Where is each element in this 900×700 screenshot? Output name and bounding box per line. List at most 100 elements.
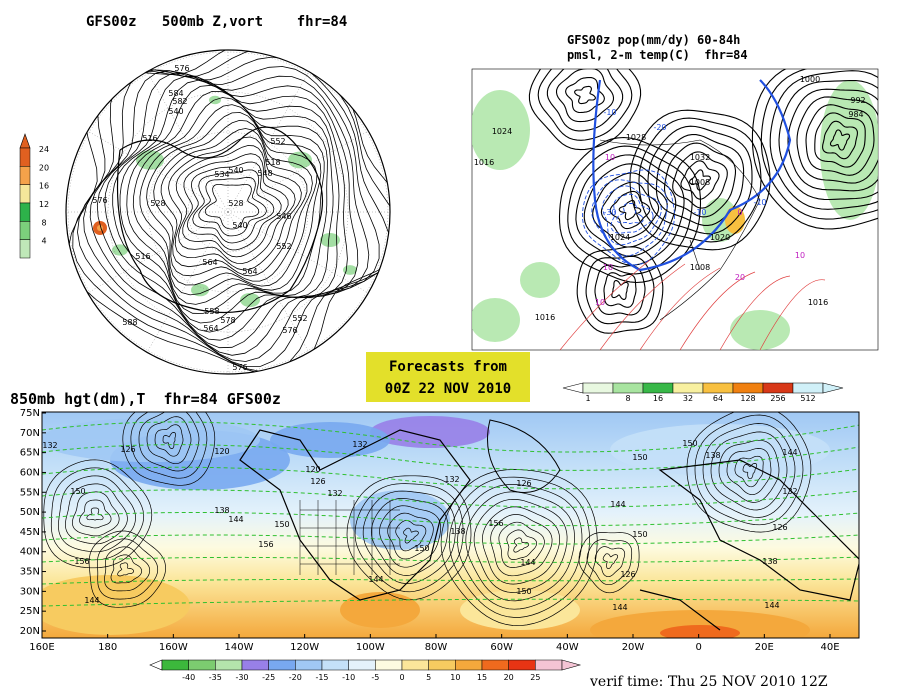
colorbar-tick-label: 20 (504, 673, 514, 682)
height-contour (96, 538, 159, 600)
isobar (528, 69, 642, 151)
colorbar-swatch (188, 659, 216, 671)
height-label: 126 (120, 445, 135, 454)
height-label: 144 (520, 558, 535, 567)
contour-label: 558 (204, 307, 219, 316)
colorbar-tick-label: 0 (399, 673, 404, 682)
height-contour (89, 70, 370, 356)
height-label: 132 (42, 441, 57, 450)
height-contour (465, 491, 575, 602)
contour-label: 552 (292, 314, 307, 323)
polar-height-contours (66, 50, 390, 374)
latitude-label: 70N (20, 428, 40, 439)
temperature-contour (610, 193, 654, 234)
isobar (611, 280, 629, 300)
height-contour (734, 455, 764, 488)
temperature-label: 20 (735, 273, 745, 282)
colorbar-swatch (19, 221, 31, 240)
precip-pmsl-map: 1024101610281032100810201000992984102410… (471, 68, 879, 351)
height-contour (586, 539, 633, 586)
temperature-label: 0 (737, 208, 742, 217)
latitude-axis: 75N 70N 65N 60N 55N 50N 45N 40N 35N 30N 25N 20N (20, 408, 46, 637)
height-label: 138 (450, 527, 465, 536)
height-contour (702, 423, 796, 518)
isotherm (42, 556, 859, 563)
isobar-label: 1032 (690, 153, 710, 162)
contour-label: 546 (276, 212, 291, 221)
isobar (638, 117, 762, 243)
temperature-label: 10 (595, 298, 605, 307)
temperature-label: 10 (603, 263, 613, 272)
height-contour (354, 483, 464, 593)
height-label: 120 (214, 447, 229, 456)
colorbar-tick-label: 8 (41, 218, 46, 227)
isobar (787, 88, 878, 192)
height-label: 126 (772, 523, 787, 532)
colorbar-swatch (642, 382, 674, 394)
colorbar-tick-label: -20 (289, 673, 302, 682)
height-contour (104, 75, 348, 341)
colorbar-swatch (672, 382, 704, 394)
height-label: 138 (705, 451, 720, 460)
contour-label: 518 (265, 158, 280, 167)
isobar (829, 129, 851, 151)
longitude-label: 160W (159, 642, 188, 653)
colorbar-tick-label: 32 (683, 394, 693, 403)
temperature-label: -10 (753, 198, 766, 207)
colorbar-tick-label: 20 (39, 163, 49, 172)
colorbar-tick-label: 10 (450, 673, 460, 682)
colorbar-swatch (375, 659, 403, 671)
height-label: 144 (612, 603, 627, 612)
temperature-contour (591, 179, 668, 257)
850mb-height-labels: 132 126 1201501201261321381441501561441501… (42, 439, 797, 612)
height-contour (139, 104, 322, 296)
meridian-line (84, 211, 229, 295)
longitude-label: 180 (98, 642, 117, 653)
cold-air-region (270, 422, 390, 458)
height-contour (440, 469, 598, 627)
isobar (565, 76, 605, 114)
850mb-map-content (42, 412, 859, 638)
height-label: 132 (327, 489, 342, 498)
height-label: 156 (74, 557, 89, 566)
warm-air-region (660, 625, 740, 638)
height-contour (153, 119, 313, 282)
height-contour (710, 431, 788, 511)
latitude-label: 30N (20, 586, 40, 597)
height-label: 150 (414, 544, 429, 553)
height-label: 132 (352, 440, 367, 449)
longitude-label: 0 (695, 642, 701, 653)
height-contour (117, 562, 134, 577)
isobar (663, 142, 737, 218)
height-contour (362, 490, 456, 584)
contour-label: 552 (270, 137, 285, 146)
warm-air-region (340, 592, 420, 628)
temperature-label: -30 (603, 208, 616, 217)
height-label: 144 (228, 515, 243, 524)
isobar (822, 120, 858, 160)
contour-label: 564 (242, 267, 257, 276)
contour-label: 576 (174, 64, 189, 73)
colorbar-swatch (19, 239, 31, 259)
isobar-label: 1016 (535, 313, 555, 322)
height-label: 144 (610, 500, 625, 509)
height-contour (379, 505, 442, 568)
warm-temperature-contour (599, 263, 686, 350)
height-contour (192, 169, 275, 244)
isotherm (42, 511, 859, 527)
height-label: 138 (762, 557, 777, 566)
isobar (769, 70, 878, 210)
isobar-label: 1016 (474, 158, 494, 167)
isotherm (42, 534, 859, 545)
isobar (583, 163, 677, 257)
height-label: 126 (620, 570, 635, 579)
colorbar-swatch (732, 382, 764, 394)
temperature-label: -10 (603, 108, 616, 117)
isotherm (42, 598, 859, 607)
colorbar-tick-label: 5 (426, 673, 431, 682)
colorbar-tick-label: 256 (770, 394, 785, 403)
warm-temperature-contour (559, 259, 651, 350)
isobar (600, 181, 660, 239)
height-contour (578, 532, 640, 594)
latitude-label: 40N (20, 547, 40, 558)
